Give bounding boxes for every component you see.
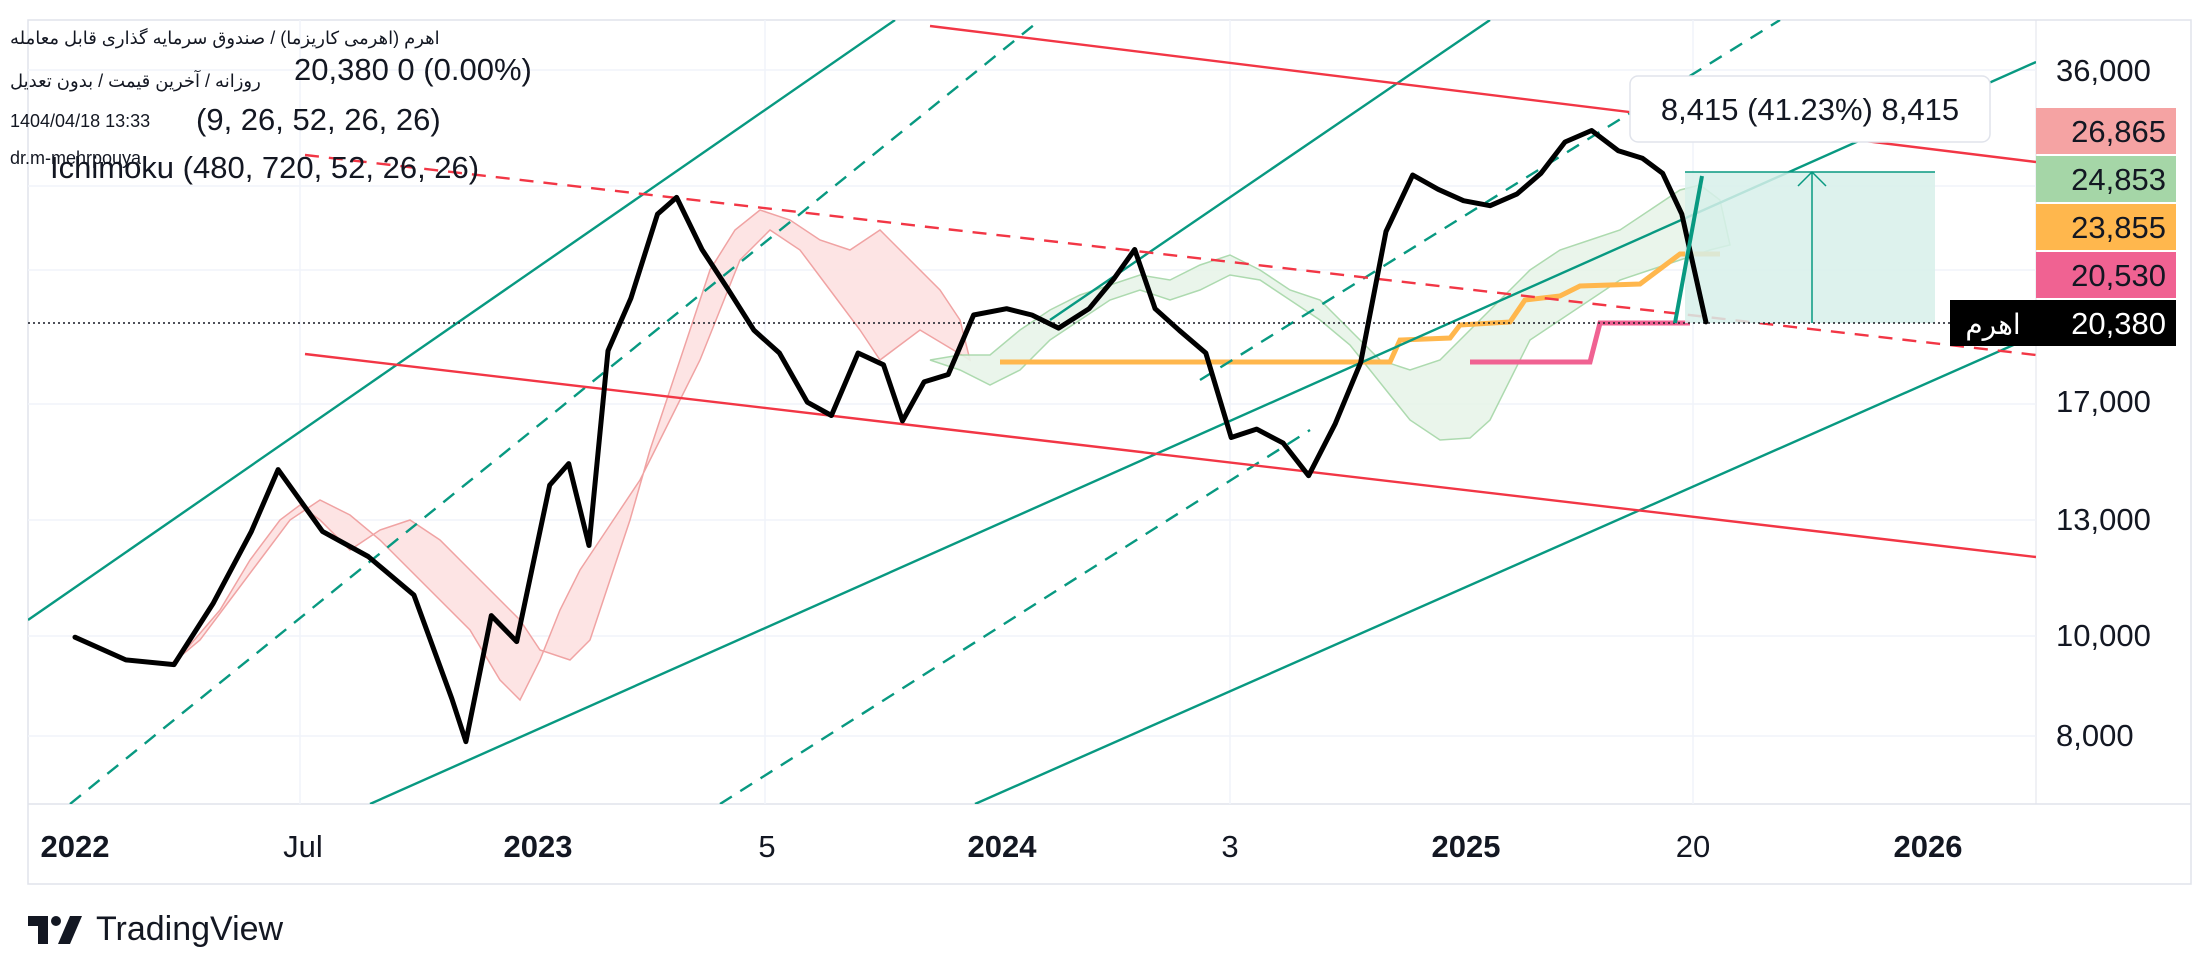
interval-info: روزانه / آخرین قیمت / بدون تعدیل — [10, 71, 261, 91]
svg-text:8,415 (41.23%) 8,415: 8,415 (41.23%) 8,415 — [1661, 92, 1959, 127]
price-tag-bg — [2036, 204, 2176, 250]
price-tag-bg — [2036, 300, 2176, 346]
author: dr.m-mehrpouya — [10, 148, 142, 168]
price-tag-value: 26,865 — [2071, 114, 2166, 149]
symbol-tag: اهرم — [1965, 309, 2020, 341]
price-tag-value: 23,855 — [2071, 210, 2166, 245]
tradingview-logo[interactable]: TradingView — [28, 910, 283, 949]
time-tick: 20 — [1676, 829, 1710, 864]
ichimoku-long-params: Ichimoku (480, 720, 52, 26, 26) — [50, 150, 480, 185]
symbol-title: اهرم (اهرمی کاریزما) / صندوق سرمایه گذار… — [10, 28, 440, 48]
projection-line — [1673, 175, 1704, 324]
price-tick: 8,000 — [2056, 718, 2134, 753]
price-tags: 26,865 24,853 23,855 20,530 20,380 اهرم — [1950, 108, 2176, 346]
price-axis: 36,000 17,000 13,000 10,000 8,000 — [2056, 53, 2151, 753]
price-tag-bg — [2036, 108, 2176, 154]
time-tick: 2023 — [504, 829, 573, 864]
ichimoku-short-params: (9, 26, 52, 26, 26) — [196, 102, 441, 137]
time-tick: 2024 — [968, 829, 1038, 864]
price-tick: 36,000 — [2056, 53, 2151, 88]
price-series-line[interactable] — [72, 128, 1709, 745]
time-tick: 3 — [1221, 829, 1238, 864]
price-tag-value: 24,853 — [2071, 162, 2166, 197]
ichimoku-cloud-2022 — [169, 209, 972, 702]
time-tick: Jul — [283, 829, 323, 864]
tradingview-logo-icon — [28, 915, 82, 944]
plot-border — [27, 19, 2192, 885]
tradingview-wordmark: TradingView — [96, 910, 284, 948]
time-axis: 2022 Jul 2023 5 2024 3 2025 20 2026 — [41, 829, 1963, 864]
price-tick: 17,000 — [2056, 384, 2151, 419]
ichimoku-cloud-2024 — [929, 184, 1731, 441]
time-tick: 5 — [758, 829, 775, 864]
price-tag-bg — [2036, 156, 2176, 202]
price-readout: 20,380 0 (0.00%) — [294, 52, 532, 87]
measure-label: 8,415 (41.23%) 8,415 — [1629, 75, 1991, 143]
symbol-tag-bg — [1950, 300, 2036, 346]
measure-box[interactable] — [1685, 172, 1935, 323]
price-tag-value: 20,380 — [2071, 306, 2166, 341]
price-tick: 13,000 — [2056, 502, 2151, 537]
price-tag-bg — [2036, 252, 2176, 298]
price-tick: 10,000 — [2056, 618, 2151, 653]
measure-arrow-head — [1797, 170, 1827, 187]
price-tag-value: 20,530 — [2071, 258, 2166, 293]
time-tick: 2022 — [41, 829, 110, 864]
time-tick: 2026 — [1894, 829, 1963, 864]
time-tick: 2025 — [1432, 829, 1501, 864]
timestamp: 1404/04/18 13:33 — [10, 111, 151, 131]
